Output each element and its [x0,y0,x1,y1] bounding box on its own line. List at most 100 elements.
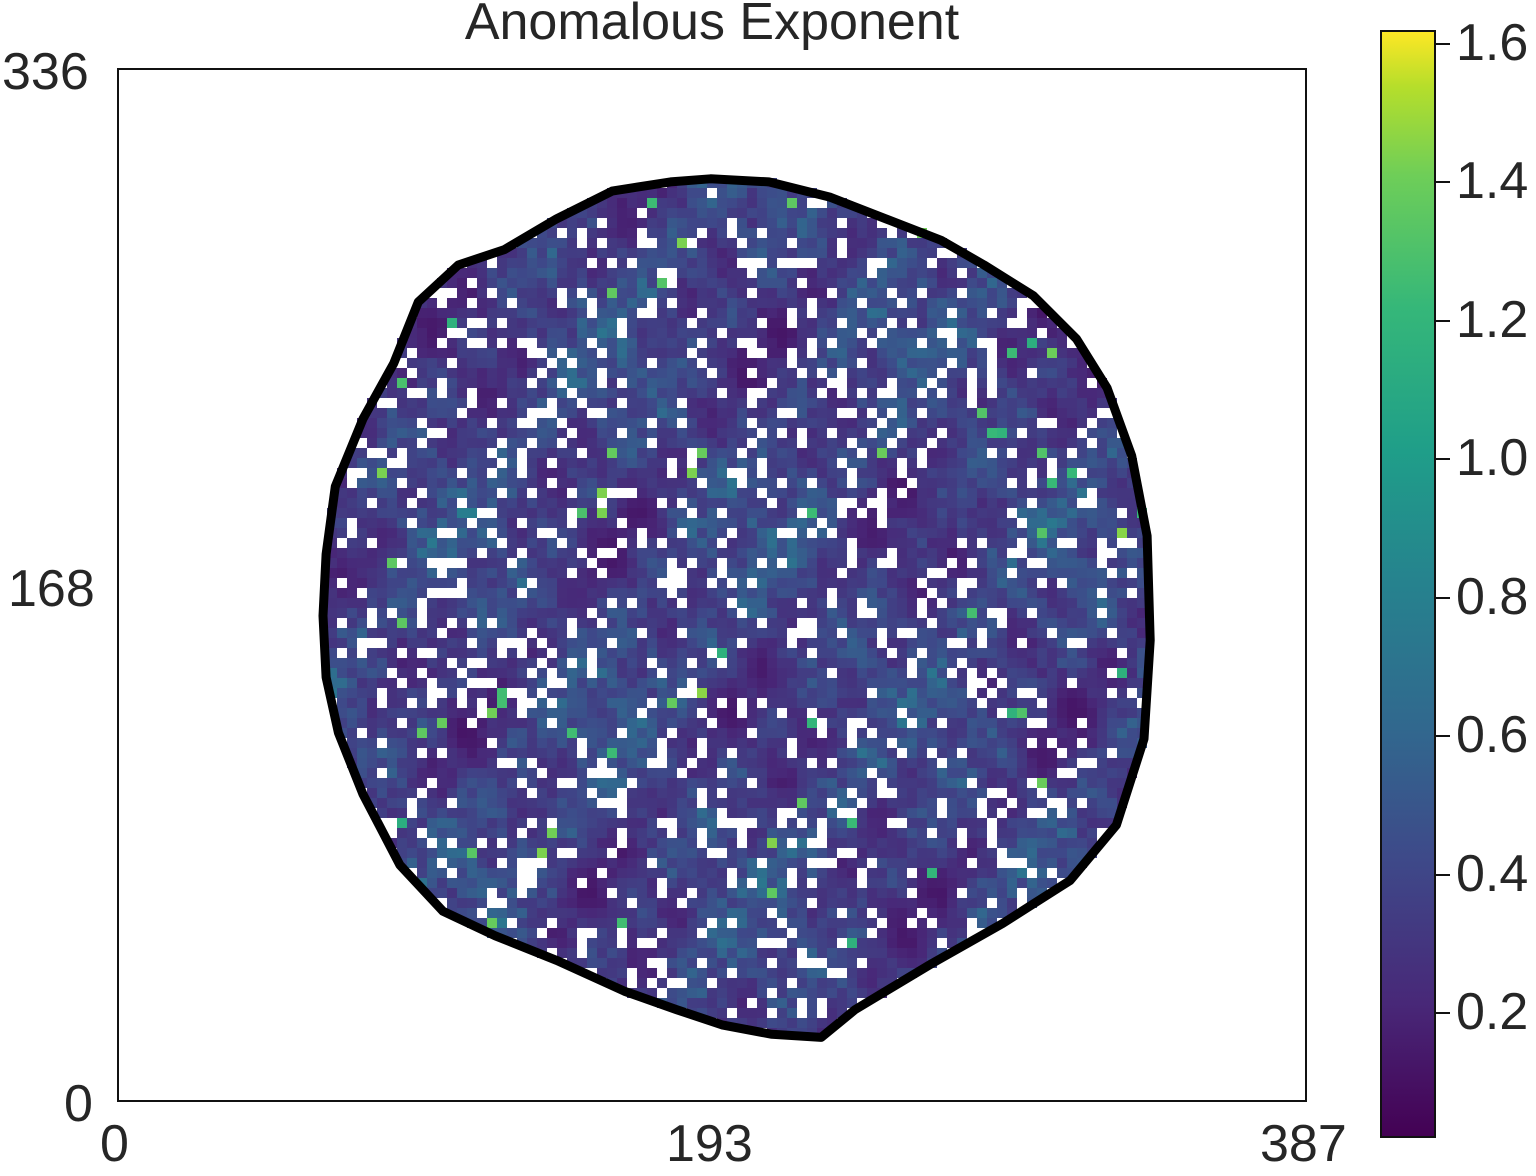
heatmap-cell [817,988,827,998]
heatmap-cell [497,668,507,678]
heatmap-cell [807,388,817,398]
heatmap-cell [627,468,637,478]
heatmap-cell [937,438,947,448]
heatmap-cell [607,788,617,798]
heatmap-cell [427,358,437,368]
heatmap-cell [937,888,947,898]
heatmap-cell [1087,608,1097,618]
heatmap-cell [697,678,707,688]
heatmap-cell [787,608,797,618]
heatmap-cell [567,748,577,758]
heatmap-cell [1037,768,1047,778]
heatmap-cell [1057,468,1067,478]
heatmap-cell [347,638,357,648]
heatmap-cell [667,778,677,788]
heatmap-cell [537,778,547,788]
heatmap-cell [1117,658,1127,668]
heatmap-cell [1007,388,1017,398]
heatmap-cell [927,458,937,468]
heatmap-cell [467,408,477,418]
heatmap-cell [727,708,737,718]
heatmap-cell [757,1008,767,1018]
heatmap-cell [767,438,777,448]
heatmap-cell [927,808,937,818]
heatmap-cell [757,568,767,578]
heatmap-cell [577,728,587,738]
heatmap-cell [617,588,627,598]
heatmap-cell [567,578,577,588]
heatmap-cell [467,848,477,858]
heatmap-cell [947,708,957,718]
heatmap-cell [927,608,937,618]
heatmap-cell [397,548,407,558]
heatmap-cell [1007,378,1017,388]
heatmap-cell [447,458,457,468]
heatmap-cell [497,908,507,918]
heatmap-cell [1007,648,1017,658]
heatmap-cell [667,438,677,448]
heatmap-cell [947,898,957,908]
heatmap-cell [817,978,827,988]
heatmap-cell [897,828,907,838]
heatmap-cell [607,278,617,288]
heatmap-cell [747,478,757,488]
heatmap-cell [427,398,437,408]
heatmap-cell [617,298,627,308]
heatmap-cell [817,408,827,418]
heatmap-cell [577,368,587,378]
heatmap-cell [997,568,1007,578]
heatmap-cell [407,678,417,688]
heatmap-cell [907,558,917,568]
heatmap-cell [927,278,937,288]
heatmap-cell [687,918,697,928]
heatmap-cell [667,428,677,438]
heatmap-cell [897,908,907,918]
heatmap-cell [677,268,687,278]
heatmap-cell [887,268,897,278]
heatmap-cell [647,838,657,848]
heatmap-cell [877,578,887,588]
heatmap-cell [877,838,887,848]
heatmap-cell [367,468,377,478]
heatmap-cell [807,328,817,338]
heatmap-cell [767,238,777,248]
heatmap-cell [587,808,597,818]
heatmap-cell [587,248,597,258]
heatmap-cell [797,968,807,978]
heatmap-cell [597,708,607,718]
heatmap-cell [987,278,997,288]
heatmap-cell [517,908,527,918]
heatmap-cell [957,348,967,358]
heatmap-cell [687,978,697,988]
heatmap-cell [917,888,927,898]
heatmap-cell [537,668,547,678]
heatmap-cell [707,998,717,1008]
heatmap-cell [777,568,787,578]
heatmap-cell [907,898,917,908]
heatmap-cell [817,558,827,568]
heatmap-cell [807,318,817,328]
heatmap-cell [967,428,977,438]
heatmap-cell [717,458,727,468]
heatmap-cell [457,568,467,578]
heatmap-cell [617,278,627,288]
heatmap-cell [327,588,337,598]
heatmap-cell [937,348,947,358]
heatmap-cell [877,698,887,708]
heatmap-cell [407,458,417,468]
heatmap-cell [807,988,817,998]
heatmap-cell [787,208,797,218]
heatmap-cell [697,978,707,988]
heatmap-cell [547,928,557,938]
heatmap-cell [967,508,977,518]
heatmap-cell [437,488,447,498]
heatmap-cell [1107,618,1117,628]
heatmap-cell [767,248,777,258]
heatmap-cell [887,918,897,928]
heatmap-cell [417,358,427,368]
heatmap-cell [777,468,787,478]
heatmap-cell [877,658,887,668]
heatmap-cell [637,908,647,918]
heatmap-cell [357,508,367,518]
heatmap-cell [497,418,507,428]
